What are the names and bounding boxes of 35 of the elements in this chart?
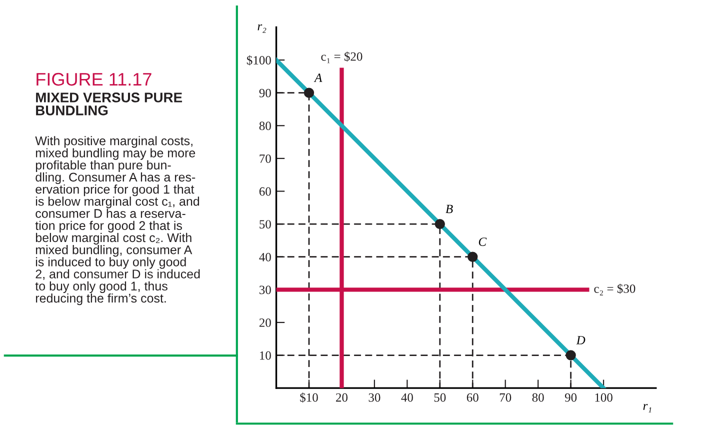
x-tick-label: 90 bbox=[564, 393, 577, 402]
y-tick-label: 20 bbox=[259, 318, 271, 327]
text: FIGURE 11.17 bbox=[36, 72, 152, 86]
x-tick-label: 60 bbox=[466, 393, 478, 402]
annotation: A bbox=[314, 74, 322, 82]
point bbox=[566, 350, 576, 360]
x-tick-label: 40 bbox=[401, 393, 413, 402]
series-label: c₂ = $30 bbox=[594, 284, 636, 296]
y-tick-label: 80 bbox=[259, 122, 271, 130]
x-tick-label: 100 bbox=[595, 393, 612, 402]
x-tick-label: 70 bbox=[500, 393, 512, 402]
y-tick-label: 50 bbox=[260, 220, 271, 229]
point bbox=[304, 88, 314, 98]
point bbox=[468, 252, 478, 262]
annotation: D bbox=[576, 336, 586, 344]
x-tick-label: $10 bbox=[300, 392, 318, 403]
y-axis-title: r₂ bbox=[258, 24, 266, 33]
x-tick-label: 20 bbox=[336, 393, 348, 402]
y-tick-label: 10 bbox=[260, 351, 271, 360]
x-tick-label: 80 bbox=[532, 393, 544, 402]
point bbox=[434, 218, 445, 230]
text: With positive marginal costs, mixed bundling may be more profitable than pure bun- dling. Consumer A has a res- ervation price for good 1 that is below marginal cost c₁, and consumer D has a reserva- tion price for good 2 that is below marginal cost c₂. With mixed bundling, consumer A is induced to buy only good 2, and consumer D is induced to buy only good 1, thus reducing the firm’s cost. bbox=[35, 136, 200, 306]
text: MIXED VERSUS PURE BUNDLING bbox=[36, 92, 182, 116]
y-tick-label: 90 bbox=[259, 88, 271, 98]
y-tick-label: 40 bbox=[259, 252, 271, 262]
y-tick-label: 60 bbox=[259, 187, 271, 196]
series-label: c₁ = $20 bbox=[321, 52, 362, 64]
annotation: C bbox=[478, 238, 487, 246]
x-tick-label: 50 bbox=[434, 393, 446, 402]
y-tick-label: 30 bbox=[260, 286, 271, 294]
y-tick-label: 70 bbox=[260, 154, 271, 163]
annotation: B bbox=[446, 204, 453, 214]
x-axis-title: r₁ bbox=[643, 404, 652, 412]
x-tick-label: 30 bbox=[368, 393, 380, 402]
y-tick-label: $100 bbox=[246, 55, 271, 66]
